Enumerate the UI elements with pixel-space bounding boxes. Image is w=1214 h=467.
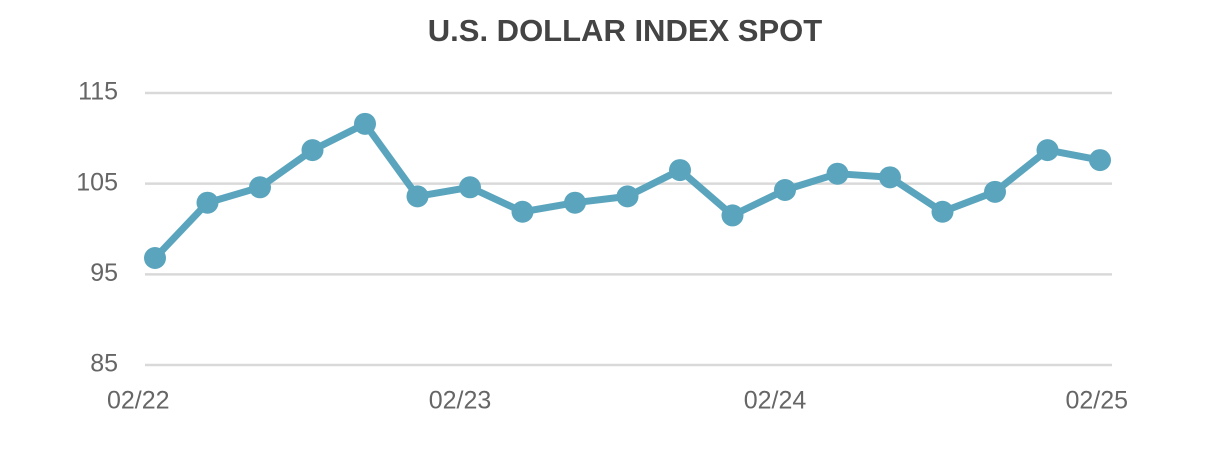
y-tick-label: 115: [78, 78, 118, 106]
chart-title: U.S. DOLLAR INDEX SPOT: [428, 13, 822, 48]
marker: [774, 179, 796, 202]
marker: [931, 200, 954, 223]
x-tick-label: 02/22: [107, 387, 170, 415]
marker: [879, 166, 901, 189]
marker: [1089, 149, 1111, 172]
marker: [616, 185, 639, 208]
x-tick-label: 02/23: [429, 387, 492, 415]
y-tick-label: 85: [90, 350, 118, 378]
marker: [826, 162, 849, 185]
y-tick-label: 105: [76, 168, 118, 196]
marker: [511, 200, 534, 223]
marker: [669, 159, 691, 182]
marker: [406, 185, 429, 208]
marker: [354, 112, 376, 135]
x-tick-label: 02/24: [744, 387, 807, 415]
x-tick-label: 02/25: [1065, 387, 1128, 415]
marker: [564, 191, 586, 214]
marker: [1036, 139, 1059, 162]
marker: [459, 176, 481, 199]
marker: [144, 247, 166, 270]
marker: [196, 191, 219, 214]
marker: [984, 180, 1006, 203]
marker: [721, 204, 744, 227]
marker: [301, 139, 324, 162]
y-tick-label: 95: [90, 259, 118, 287]
marker: [249, 176, 271, 199]
